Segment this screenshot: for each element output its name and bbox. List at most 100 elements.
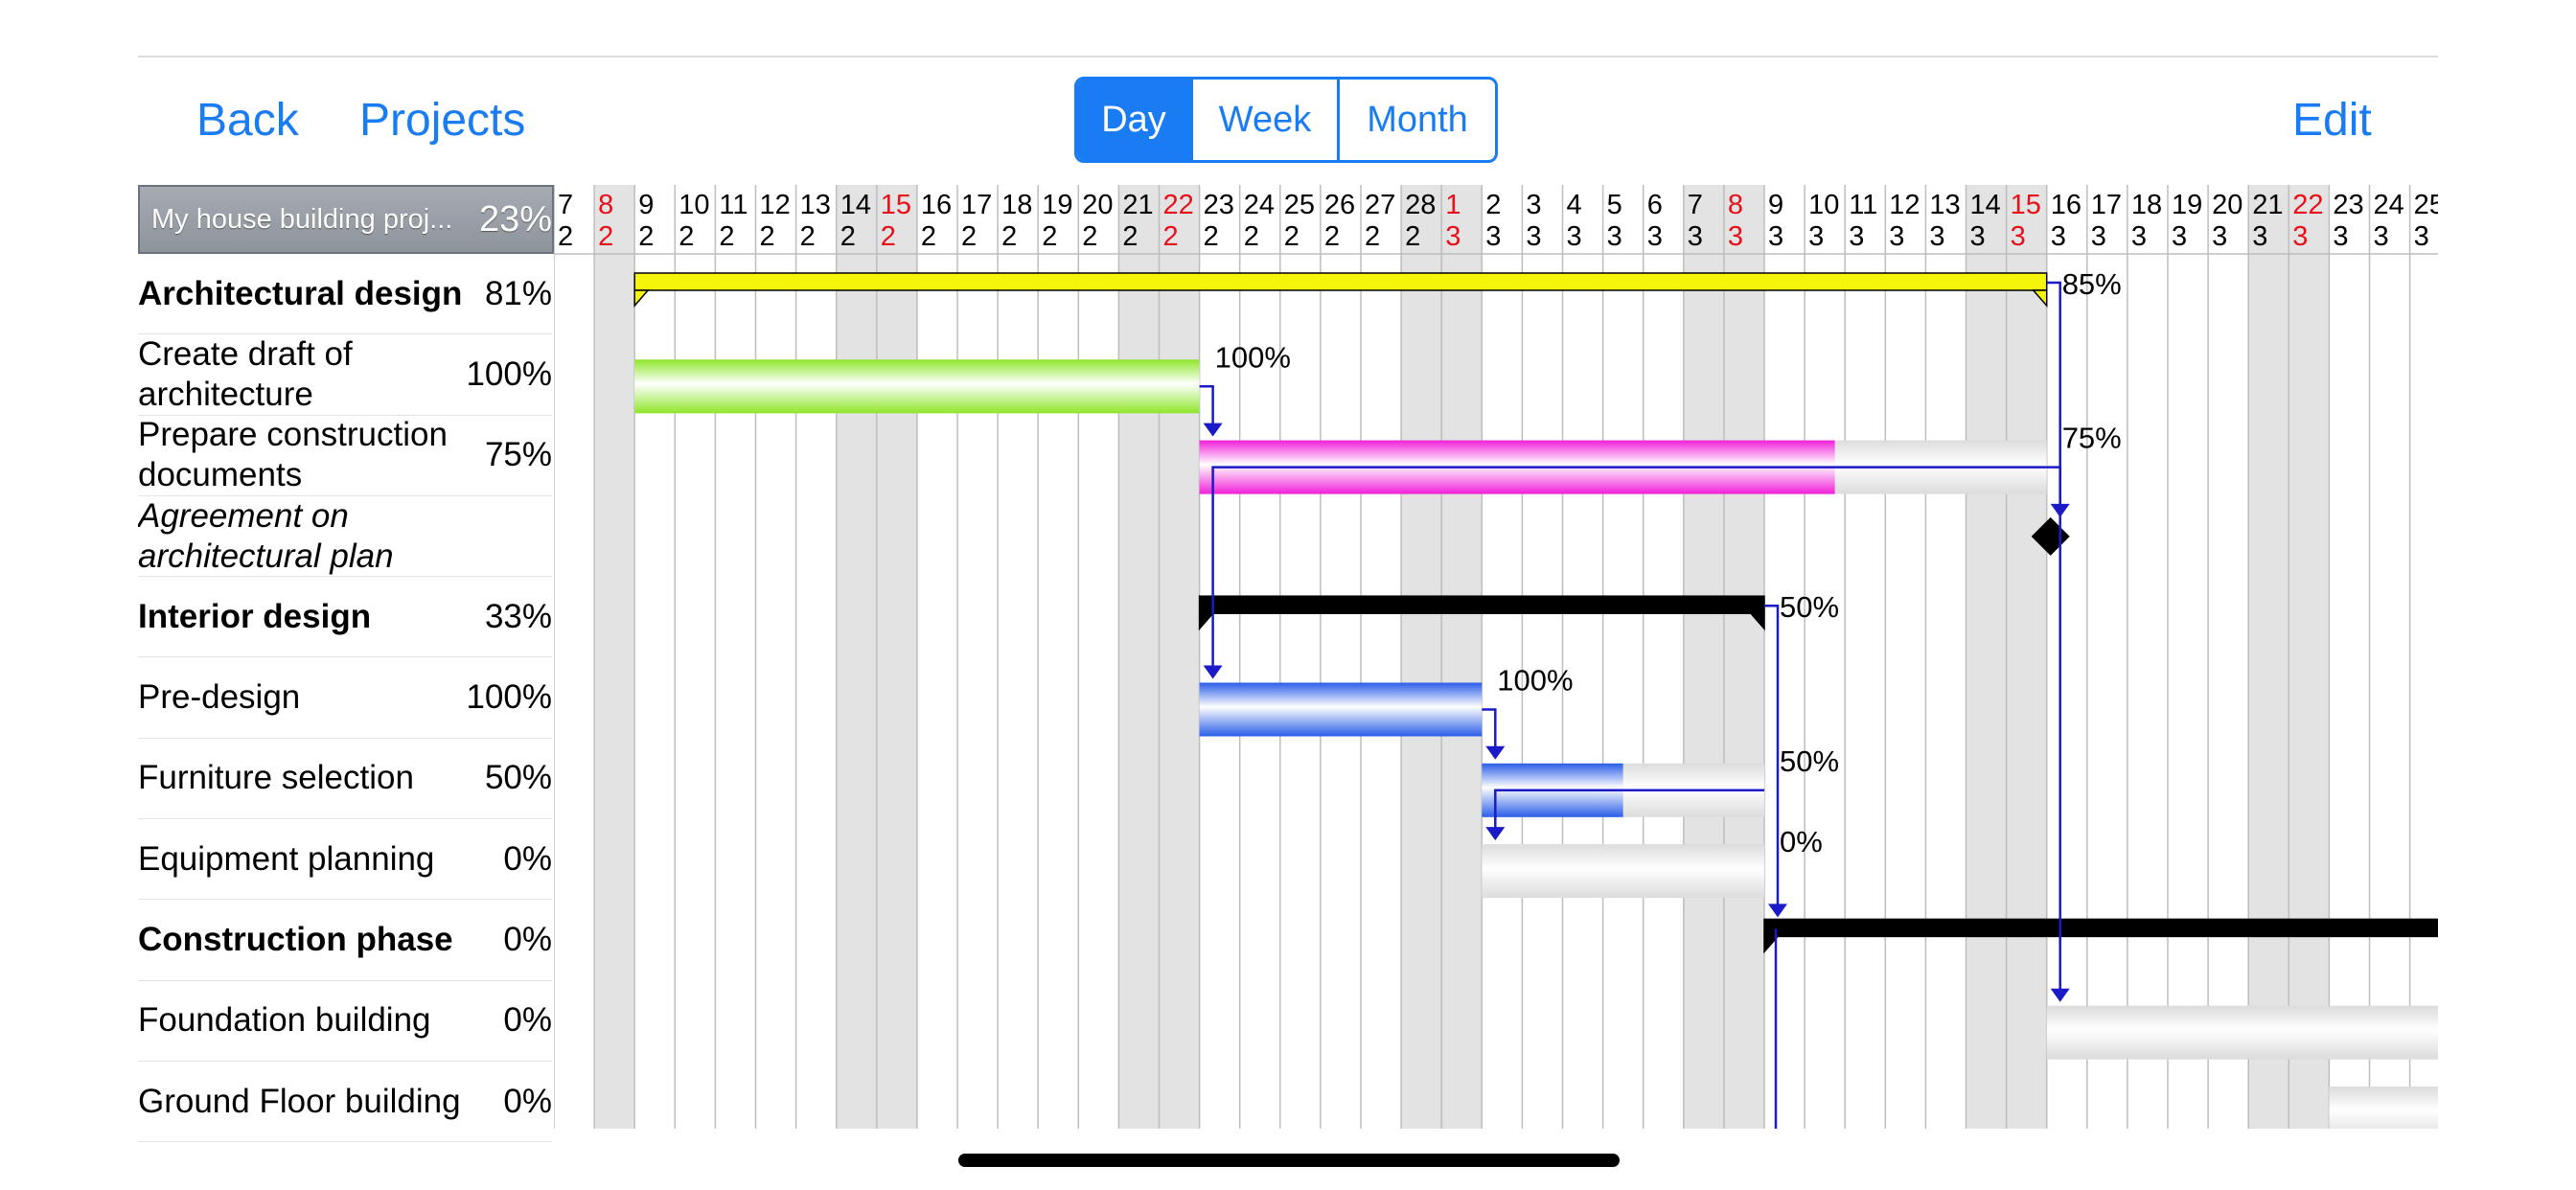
projects-button[interactable]: Projects bbox=[359, 95, 526, 146]
day-label: 25 bbox=[2414, 190, 2438, 220]
task-row[interactable]: Agreement on architectural plan bbox=[138, 496, 552, 578]
day-label: 5 bbox=[1607, 190, 1622, 220]
bar-percent-label: 50% bbox=[1780, 590, 1839, 624]
dependency-arrow bbox=[2050, 988, 2070, 1002]
project-name: My house building proj... bbox=[151, 203, 453, 235]
weekend-column bbox=[1441, 185, 1483, 1129]
day-label: 19 bbox=[2172, 190, 2202, 220]
month-label: 2 bbox=[840, 221, 856, 252]
day-label: 12 bbox=[1889, 190, 1920, 220]
day-label: 13 bbox=[800, 190, 831, 220]
dependency-line bbox=[2046, 281, 2061, 991]
month-label: 3 bbox=[2212, 221, 2227, 252]
day-label: 12 bbox=[760, 190, 791, 220]
bar-percent-label: 75% bbox=[2062, 422, 2122, 455]
day-label: 10 bbox=[1808, 190, 1839, 220]
day-label: 11 bbox=[719, 190, 748, 220]
task-row[interactable]: Interior design 33% bbox=[138, 577, 552, 658]
day-label: 4 bbox=[1567, 190, 1582, 220]
month-label: 2 bbox=[1324, 221, 1340, 252]
day-label: 8 bbox=[598, 190, 613, 220]
day-label: 2 bbox=[1485, 190, 1501, 220]
summary-bar bbox=[1763, 918, 2438, 938]
summary-bar bbox=[1198, 595, 1765, 614]
day-label: 15 bbox=[2011, 190, 2041, 220]
task-percent: 0% bbox=[503, 839, 552, 878]
week-view-button[interactable]: Week bbox=[1193, 80, 1340, 160]
day-label: 18 bbox=[2131, 190, 2162, 220]
day-view-button[interactable]: Day bbox=[1077, 80, 1193, 160]
dependency-line bbox=[1494, 789, 1764, 830]
task-row[interactable]: Foundation building 0% bbox=[138, 981, 552, 1062]
task-row[interactable]: Furniture selection 50% bbox=[138, 739, 552, 820]
month-label: 3 bbox=[1688, 221, 1703, 252]
day-label: 17 bbox=[2091, 190, 2122, 220]
month-label: 3 bbox=[1485, 221, 1501, 252]
day-label: 10 bbox=[678, 190, 709, 220]
task-row[interactable]: Architectural design 81% bbox=[138, 254, 552, 335]
month-label: 3 bbox=[2051, 221, 2066, 252]
day-label: 16 bbox=[2051, 190, 2082, 220]
day-label: 22 bbox=[2292, 190, 2323, 220]
day-label: 1 bbox=[1445, 190, 1460, 220]
month-label: 2 bbox=[961, 221, 977, 252]
task-name: Ground Floor building bbox=[138, 1082, 461, 1120]
day-label: 13 bbox=[1929, 190, 1960, 220]
task-row[interactable]: Equipment planning 0% bbox=[138, 819, 552, 901]
month-label: 3 bbox=[1808, 221, 1824, 252]
task-row[interactable]: Create draft of architecture 100% bbox=[138, 334, 552, 416]
month-label: 2 bbox=[1122, 221, 1138, 252]
day-label: 14 bbox=[1970, 190, 2001, 220]
task-name: Architectural design bbox=[138, 274, 463, 312]
weekend-column bbox=[594, 185, 635, 1129]
month-label: 3 bbox=[1647, 221, 1663, 252]
day-label: 25 bbox=[1284, 190, 1315, 220]
month-label: 3 bbox=[2011, 221, 2026, 252]
view-mode-segmented-control: Day Week Month bbox=[1074, 77, 1498, 163]
day-label: 11 bbox=[1849, 190, 1877, 220]
month-label: 2 bbox=[719, 221, 734, 252]
day-label: 21 bbox=[1122, 190, 1153, 220]
month-label: 3 bbox=[1445, 221, 1460, 252]
day-label: 3 bbox=[1526, 190, 1541, 220]
task-row[interactable]: Construction phase 0% bbox=[138, 900, 552, 981]
month-label: 2 bbox=[1365, 221, 1380, 252]
gantt-chart: 7282921021121221321421521621721821922022… bbox=[554, 185, 2438, 1129]
month-label: 3 bbox=[2252, 221, 2267, 252]
back-button[interactable]: Back bbox=[196, 95, 299, 146]
month-view-button[interactable]: Month bbox=[1367, 99, 1468, 140]
task-row[interactable]: Prepare construction documents 75% bbox=[138, 416, 552, 496]
day-label: 7 bbox=[1688, 190, 1703, 220]
day-label: 21 bbox=[2252, 190, 2283, 220]
task-percent: 75% bbox=[484, 436, 552, 474]
task-percent: 50% bbox=[484, 759, 552, 797]
task-progress bbox=[1199, 682, 1483, 737]
dependency-arrow bbox=[1768, 904, 1787, 918]
month-label: 3 bbox=[1526, 221, 1541, 252]
month-label: 2 bbox=[1042, 221, 1057, 252]
task-row[interactable]: Pre-design 100% bbox=[138, 658, 552, 739]
bar-percent-label: 100% bbox=[1215, 340, 1291, 374]
summary-bar bbox=[633, 272, 2048, 291]
project-header[interactable]: My house building proj... 23% bbox=[138, 185, 554, 254]
dependency-arrow bbox=[1203, 665, 1223, 679]
month-label: 3 bbox=[2091, 221, 2106, 252]
task-row[interactable]: Ground Floor building 0% bbox=[138, 1062, 552, 1143]
bar-percent-label: 0% bbox=[1780, 825, 1823, 858]
edit-button[interactable]: Edit bbox=[2292, 95, 2372, 146]
day-label: 22 bbox=[1163, 190, 1194, 220]
month-label: 2 bbox=[760, 221, 775, 252]
month-label: 3 bbox=[1970, 221, 1986, 252]
task-name: Foundation building bbox=[138, 1001, 431, 1040]
task-progress bbox=[634, 359, 1200, 414]
task-percent: 100% bbox=[466, 678, 552, 717]
dependency-arrow bbox=[1485, 827, 1506, 841]
month-label: 2 bbox=[638, 221, 654, 252]
bar-percent-label: 85% bbox=[2062, 267, 2122, 301]
dependency-arrow bbox=[1485, 745, 1506, 760]
weekend-column bbox=[836, 185, 877, 1129]
day-label: 27 bbox=[1365, 190, 1395, 220]
day-label: 9 bbox=[1768, 190, 1783, 220]
dependency-line bbox=[1764, 604, 1780, 906]
weekend-column bbox=[2248, 185, 2289, 1129]
